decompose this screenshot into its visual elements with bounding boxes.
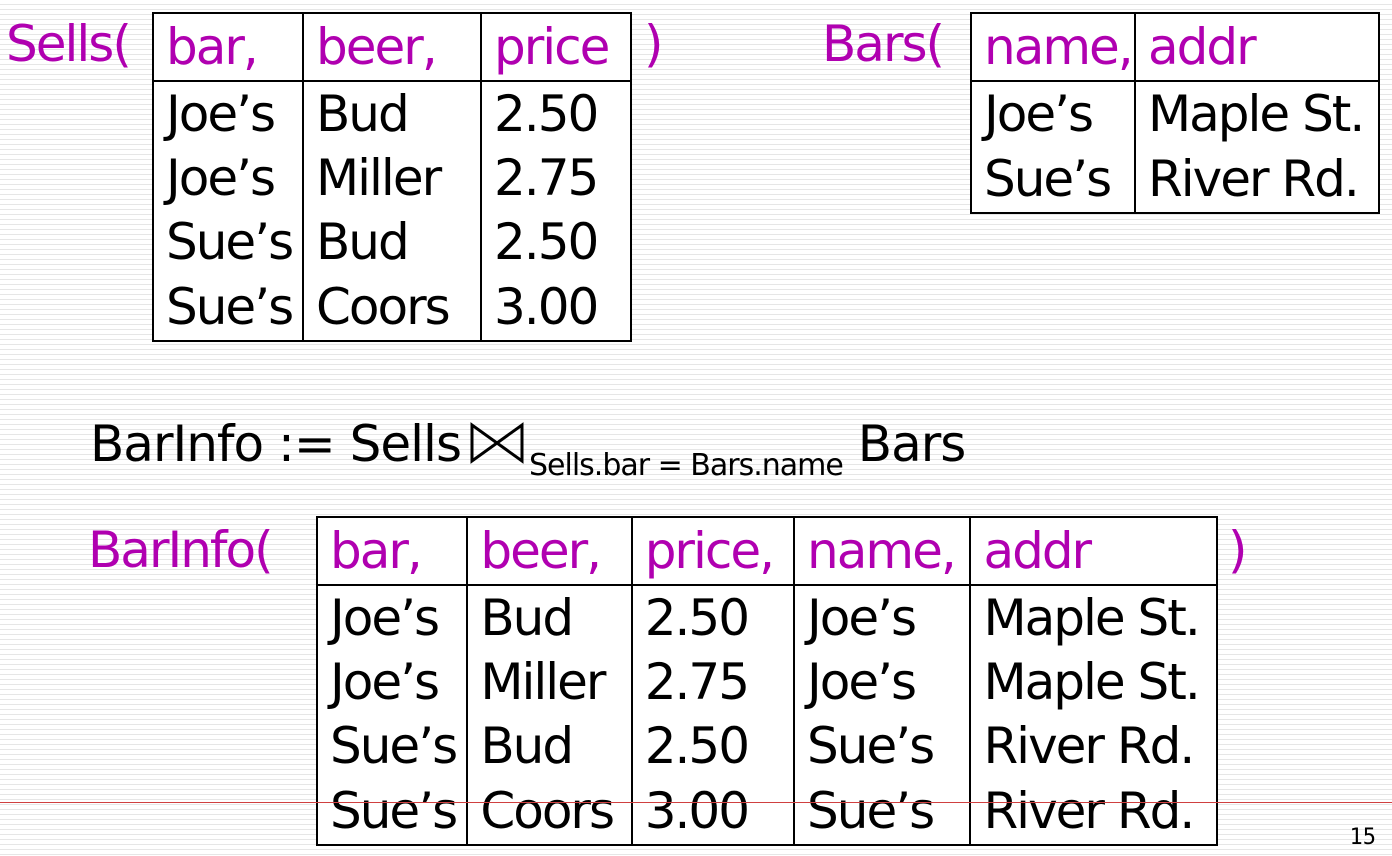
barinfo-cell: Sue’s [315, 778, 469, 845]
barinfo-row: Sue’s Coors 3.00 Sue’s River Rd. [315, 778, 1218, 845]
bars-cell: Joe’s [970, 81, 1136, 146]
barinfo-header-row: bar, beer, price, name, addr [315, 517, 1218, 586]
join-equation: BarInfo := Sells Sells.bar = Bars.name B… [90, 412, 967, 484]
sells-row: Joe’s Miller 2.75 [152, 146, 632, 210]
barinfo-cell: 3.00 [630, 778, 796, 845]
equation-rhs: Bars [857, 415, 967, 473]
footer-rule [0, 802, 1392, 803]
bars-table: name, addr Joe’s Maple St. Sue’s River R… [970, 12, 1380, 214]
barinfo-cell: Joe’s [315, 585, 469, 650]
bars-label: Bars( [822, 15, 945, 73]
barinfo-cell: River Rd. [969, 714, 1218, 778]
sells-cell: Bud [302, 210, 482, 274]
bars-cell: River Rd. [1134, 146, 1380, 213]
page-number: 15 [1349, 825, 1377, 850]
sells-row: Joe’s Bud 2.50 [152, 81, 632, 146]
barinfo-header-cell: bar, [315, 517, 469, 586]
sells-cell: Bud [302, 81, 482, 146]
sells-cell: Joe’s [152, 81, 304, 146]
sells-cell: Joe’s [152, 146, 304, 210]
sells-header-cell: beer, [302, 13, 482, 82]
sells-header-cell: bar, [152, 13, 304, 82]
barinfo-cell: River Rd. [969, 778, 1218, 845]
barinfo-cell: Sue’s [793, 778, 972, 845]
barinfo-row: Joe’s Bud 2.50 Joe’s Maple St. [315, 585, 1218, 650]
barinfo-cell: Sue’s [793, 714, 972, 778]
sells-row: Sue’s Coors 3.00 [152, 274, 632, 341]
barinfo-cell: 2.50 [630, 585, 796, 650]
bowtie-join-icon [470, 422, 524, 464]
barinfo-header-cell: beer, [466, 517, 633, 586]
barinfo-cell: Joe’s [793, 650, 972, 714]
barinfo-row: Sue’s Bud 2.50 Sue’s River Rd. [315, 714, 1218, 778]
barinfo-cell: Maple St. [969, 650, 1218, 714]
sells-cell: 3.00 [480, 274, 632, 341]
bars-header-cell: name, [970, 13, 1136, 82]
sells-cell: 2.75 [480, 146, 632, 210]
barinfo-cell: Maple St. [969, 585, 1218, 650]
sells-cell: Sue’s [152, 210, 304, 274]
barinfo-cell: Joe’s [315, 650, 469, 714]
barinfo-label: BarInfo( [88, 521, 274, 579]
barinfo-cell: 2.75 [630, 650, 796, 714]
barinfo-cell: Miller [466, 650, 633, 714]
barinfo-cell: Coors [466, 778, 633, 845]
barinfo-table: bar, beer, price, name, addr Joe’s Bud 2… [315, 516, 1218, 846]
sells-label: Sells( [6, 15, 132, 73]
sells-header-cell: price [480, 13, 632, 82]
barinfo-cell: Bud [466, 585, 633, 650]
sells-cell: Sue’s [152, 274, 304, 341]
barinfo-row: Joe’s Miller 2.75 Joe’s Maple St. [315, 650, 1218, 714]
sells-close-paren: ) [644, 15, 663, 73]
barinfo-header-cell: price, [630, 517, 796, 586]
sells-header-row: bar, beer, price [152, 13, 632, 82]
sells-table: bar, beer, price Joe’s Bud 2.50 Joe’s Mi… [152, 12, 632, 342]
equation-lhs: BarInfo := Sells [90, 415, 462, 473]
bars-cell: Sue’s [970, 146, 1136, 213]
bars-header-row: name, addr [970, 13, 1380, 82]
barinfo-close-paren: ) [1228, 521, 1247, 579]
bars-cell: Maple St. [1134, 81, 1380, 146]
bars-row: Sue’s River Rd. [970, 146, 1380, 213]
join-condition: Sells.bar = Bars.name [529, 448, 844, 483]
sells-cell: 2.50 [480, 81, 632, 146]
barinfo-cell: Bud [466, 714, 633, 778]
barinfo-cell: Sue’s [315, 714, 469, 778]
sells-cell: Coors [302, 274, 482, 341]
barinfo-cell: Joe’s [793, 585, 972, 650]
barinfo-header-cell: name, [793, 517, 972, 586]
sells-cell: 2.50 [480, 210, 632, 274]
bars-header-cell: addr [1134, 13, 1380, 82]
barinfo-header-cell: addr [969, 517, 1218, 586]
sells-row: Sue’s Bud 2.50 [152, 210, 632, 274]
sells-cell: Miller [302, 146, 482, 210]
bars-row: Joe’s Maple St. [970, 81, 1380, 146]
barinfo-cell: 2.50 [630, 714, 796, 778]
